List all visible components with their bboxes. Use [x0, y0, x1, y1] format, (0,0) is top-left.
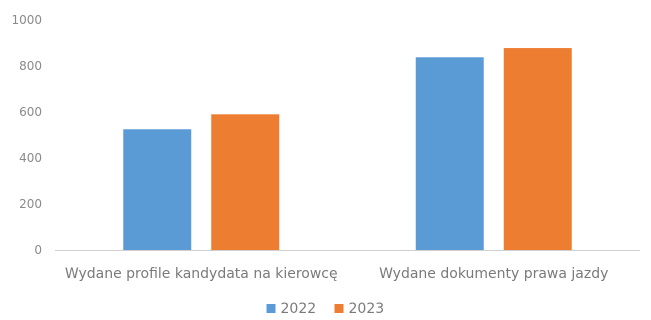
- x-category-label: Wydane dokumenty prawa jazdy: [379, 266, 608, 282]
- bar-2022-cat-1: [415, 57, 484, 251]
- x-axis-categories: Wydane profile kandydata na kierowcę Wyda…: [65, 266, 609, 282]
- y-tick-label: 600: [19, 105, 42, 119]
- legend-label-2022: 2022: [281, 301, 317, 317]
- bar-2023-cat-0: [211, 114, 280, 250]
- legend: 2022 2023: [266, 301, 385, 317]
- x-category-label: Wydane profile kandydata na kierowcę: [65, 266, 338, 282]
- y-axis-ticks: 0 200 400 600 800 1000: [11, 13, 42, 257]
- legend-label-2023: 2023: [349, 301, 385, 317]
- y-tick-label: 400: [19, 151, 42, 165]
- y-tick-label: 0: [34, 243, 42, 257]
- legend-swatch-2023: [334, 304, 344, 313]
- bar-2022-cat-0: [123, 129, 192, 250]
- legend-swatch-2022: [266, 304, 276, 313]
- y-tick-label: 200: [19, 197, 42, 211]
- bars: [123, 48, 572, 251]
- bar-2023-cat-1: [503, 48, 572, 251]
- y-tick-label: 800: [19, 59, 42, 73]
- y-tick-label: 1000: [11, 13, 42, 27]
